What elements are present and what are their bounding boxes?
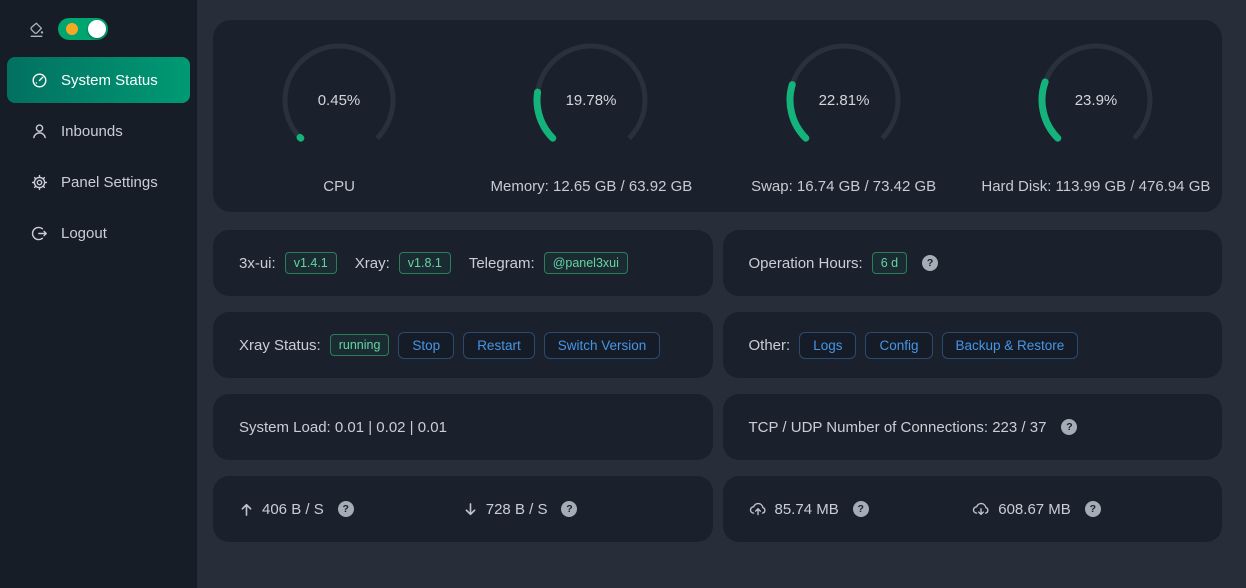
xray-status-tag: running: [329, 334, 390, 356]
gauge-label: Memory: 12.65 GB / 63.92 GB: [490, 177, 693, 195]
upload-total-value: 85.74 MB: [774, 500, 839, 518]
main-content: 0.45% CPU 19.78% Memory: 12.65 GB / 63.9…: [197, 0, 1246, 588]
download-total: 608.67 MB ?: [972, 500, 1196, 518]
xray-version-label: Xray:: [354, 254, 390, 272]
help-icon[interactable]: ?: [561, 501, 578, 517]
download-total-value: 608.67 MB: [998, 500, 1071, 518]
stop-button[interactable]: Stop: [398, 331, 455, 359]
logs-button[interactable]: Logs: [799, 331, 857, 359]
operation-hours-card: Operation Hours: 6 d ?: [722, 230, 1222, 296]
xray-status-label: Xray Status:: [239, 336, 321, 354]
restart-button[interactable]: Restart: [463, 331, 535, 359]
gauge-swap: 22.81% Swap: 16.74 GB / 73.42 GB: [751, 38, 936, 195]
gauge-percent: 19.78%: [566, 92, 617, 109]
help-icon[interactable]: ?: [852, 501, 869, 517]
sun-icon: [66, 23, 78, 35]
switch-version-button[interactable]: Switch Version: [543, 331, 661, 359]
system-load-card: System Load: 0.01 | 0.02 | 0.01: [213, 394, 713, 460]
xui-version-label: 3x-ui:: [239, 254, 276, 272]
cloud-upload-icon: [749, 500, 767, 518]
sidebar-item-inbounds[interactable]: Inbounds: [7, 108, 190, 154]
telegram-label: Telegram:: [468, 254, 535, 272]
gauge-hard-disk: 23.9% Hard Disk: 113.99 GB / 476.94 GB: [981, 38, 1210, 195]
upload-speed-value: 406 B / S: [262, 500, 324, 518]
connections-card: TCP / UDP Number of Connections: 223 / 3…: [722, 394, 1222, 460]
version-card: 3x-ui: v1.4.1 Xray: v1.8.1 Telegram: @pa…: [213, 230, 713, 296]
toggle-knob: [88, 20, 106, 38]
telegram-tag[interactable]: @panel3xui: [543, 252, 628, 274]
sidebar-item-logout[interactable]: Logout: [7, 210, 190, 256]
arrow-up-icon: [239, 502, 254, 517]
sidebar-item-label: Inbounds: [61, 122, 123, 140]
sidebar-item-label: System Status: [61, 71, 158, 89]
connections-text: TCP / UDP Number of Connections: 223 / 3…: [748, 418, 1047, 436]
cloud-download-icon: [972, 500, 990, 518]
operation-hours-tag: 6 d: [871, 252, 908, 274]
sidebar-top: [0, 16, 197, 52]
speed-card: 406 B / S ? 728 B / S ?: [213, 476, 713, 542]
logout-icon: [31, 225, 48, 242]
arrow-down-icon: [463, 502, 478, 517]
traffic-card: 85.74 MB ? 608.67 MB ?: [722, 476, 1222, 542]
help-icon[interactable]: ?: [922, 255, 939, 271]
operation-hours-label: Operation Hours:: [748, 254, 863, 272]
system-status-card: 0.45% CPU 19.78% Memory: 12.65 GB / 63.9…: [213, 20, 1222, 212]
gauge-label: Swap: 16.74 GB / 73.42 GB: [751, 177, 937, 195]
sidebar-item-label: Panel Settings: [61, 173, 158, 191]
sidebar-item-label: Logout: [61, 224, 107, 242]
bg-colors-icon[interactable]: [28, 21, 45, 38]
dashboard-icon: [31, 72, 48, 89]
upload-total: 85.74 MB ?: [749, 500, 973, 518]
config-button[interactable]: Config: [865, 331, 933, 359]
backup-restore-button[interactable]: Backup & Restore: [941, 331, 1079, 359]
other-label: Other:: [748, 336, 791, 354]
xray-version-tag: v1.8.1: [398, 252, 451, 274]
gauge-cpu: 0.45% CPU: [264, 38, 414, 195]
sidebar: System Status Inbounds: [0, 0, 197, 588]
download-speed: 728 B / S ?: [463, 501, 687, 518]
help-icon[interactable]: ?: [1084, 501, 1101, 517]
gauge-percent: 23.9%: [1075, 92, 1118, 109]
sidebar-item-system-status[interactable]: System Status: [7, 57, 190, 103]
gauge-memory: 19.78% Memory: 12.65 GB / 63.92 GB: [490, 38, 692, 195]
gauge-label: CPU: [323, 177, 355, 195]
gauge-label: Hard Disk: 113.99 GB / 476.94 GB: [981, 177, 1211, 195]
other-actions-card: Other: Logs Config Backup & Restore: [722, 312, 1222, 378]
user-icon: [31, 123, 48, 140]
xray-status-card: Xray Status: running Stop Restart Switch…: [213, 312, 713, 378]
upload-speed: 406 B / S ?: [239, 501, 463, 518]
gauge-percent: 22.81%: [818, 92, 869, 109]
dark-mode-toggle[interactable]: [58, 18, 108, 40]
xui-version-tag: v1.4.1: [284, 252, 337, 274]
system-load-text: System Load: 0.01 | 0.02 | 0.01: [239, 418, 447, 436]
help-icon[interactable]: ?: [337, 501, 354, 517]
sidebar-menu: System Status Inbounds: [0, 52, 197, 256]
gear-icon: [31, 174, 48, 191]
info-grid: 3x-ui: v1.4.1 Xray: v1.8.1 Telegram: @pa…: [213, 230, 1222, 542]
gauge-percent: 0.45%: [318, 92, 361, 109]
sidebar-item-panel-settings[interactable]: Panel Settings: [7, 159, 190, 205]
help-icon[interactable]: ?: [1061, 419, 1078, 435]
download-speed-value: 728 B / S: [485, 500, 548, 518]
